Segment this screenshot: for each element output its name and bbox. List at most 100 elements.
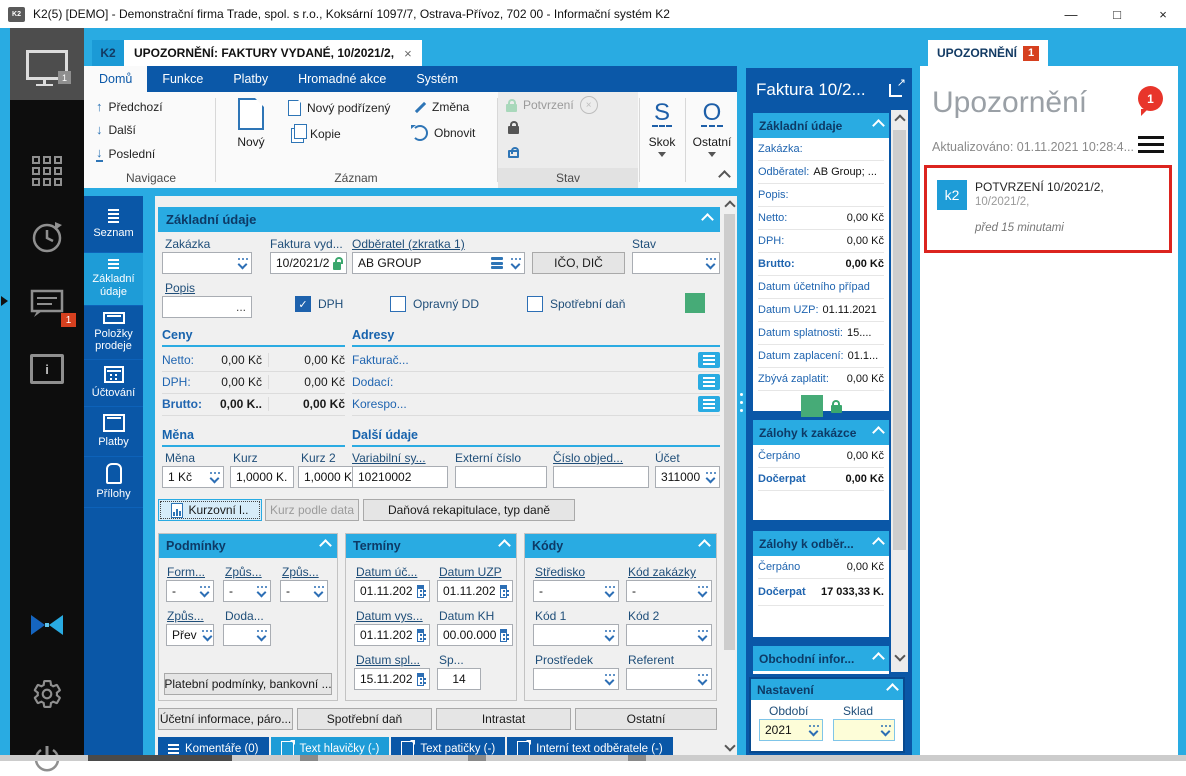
tab-text-paticky[interactable]: Text patičky (-) — [391, 737, 506, 755]
sidebar-item-k2-logo[interactable] — [10, 613, 84, 637]
tab-interni-text[interactable]: Interní text odběratele (-) — [507, 737, 673, 755]
prostredek-combo[interactable] — [533, 668, 619, 690]
combo-arrow-icon[interactable] — [704, 258, 716, 270]
combo-arrow-icon[interactable] — [696, 674, 708, 686]
dodani-combo[interactable] — [223, 624, 271, 646]
calendar-icon[interactable] — [416, 584, 424, 598]
nav-item-zakladni-udaje[interactable]: Základní údaje — [84, 253, 143, 306]
kod-zakazky-combo[interactable]: - — [626, 580, 712, 602]
notifications-menu-icon[interactable] — [1138, 136, 1164, 153]
ico-dic-button[interactable]: IČO, DIČ — [532, 252, 625, 274]
preview-card-header[interactable]: Obchodní infor... — [753, 646, 889, 671]
nav-item-prilohy[interactable]: Přílohy — [84, 457, 143, 508]
platebni-podminky-button[interactable]: Platební podmínky, bankovní ... — [164, 673, 332, 695]
preview-card-header[interactable]: Zálohy k odběr... — [753, 531, 889, 556]
copy-button[interactable]: Kopie — [288, 124, 341, 143]
sidebar-item-settings[interactable] — [10, 678, 84, 710]
stredisko-combo[interactable]: - — [533, 580, 619, 602]
combo-arrow-icon[interactable] — [236, 258, 248, 270]
ribbon-tab-hromadne-akce[interactable]: Hromadné akce — [298, 72, 387, 86]
kody-header[interactable]: Kódy — [525, 534, 716, 558]
combo-arrow-icon[interactable] — [201, 630, 213, 642]
lock-record-button[interactable] — [508, 120, 519, 137]
sidebar-item-modules[interactable] — [10, 156, 84, 186]
ribbon-tab-domu[interactable]: Domů — [84, 66, 148, 92]
address-menu-button[interactable] — [698, 396, 720, 412]
ucetni-informace-button[interactable]: Účetní informace, páro... — [158, 708, 293, 730]
zpusob-combo[interactable]: - — [223, 580, 271, 602]
address-menu-button[interactable] — [698, 374, 720, 390]
other-menu-button[interactable]: O Ostatní — [686, 92, 738, 188]
mena-combo[interactable]: 1 Kč — [162, 466, 224, 488]
variabilni-field[interactable]: 10210002 — [352, 466, 448, 488]
combo-arrow-icon[interactable] — [509, 258, 521, 270]
nav-item-seznam[interactable]: Seznam — [84, 196, 143, 253]
nav-item-polozky-prodeje[interactable]: Položky prodeje — [84, 306, 143, 360]
spotrebni-dan-button[interactable]: Spotřební daň — [297, 708, 432, 730]
obdobi-combo[interactable]: 2021 — [759, 719, 823, 741]
kod1-combo[interactable] — [533, 624, 619, 646]
zakazka-combo[interactable] — [162, 252, 252, 274]
refresh-button[interactable]: Obnovit — [411, 125, 475, 141]
tab-text-hlavicky[interactable]: Text hlavičky (-) — [270, 737, 390, 755]
collapse-section-icon[interactable] — [701, 213, 714, 226]
unlock-record-button[interactable] — [508, 144, 519, 161]
combo-arrow-icon[interactable] — [603, 586, 615, 598]
opravny-dd-checkbox[interactable]: Opravný DD — [390, 296, 479, 312]
section-header-zakladni-udaje[interactable]: Základní údaje — [158, 207, 720, 232]
external-link-icon[interactable] — [889, 76, 906, 97]
combo-arrow-icon[interactable] — [255, 586, 267, 598]
cislo-objed-field[interactable] — [553, 466, 649, 488]
sidebar-item-messages[interactable]: 1 — [10, 288, 84, 327]
popis-field[interactable]: ... — [162, 296, 252, 318]
kurz2-field[interactable]: 1,0000 K. — [298, 466, 362, 488]
combo-arrow-icon[interactable] — [603, 674, 615, 686]
kod2-combo[interactable] — [626, 624, 712, 646]
calendar-icon[interactable] — [416, 628, 424, 642]
close-button[interactable]: × — [1159, 6, 1167, 22]
next-button[interactable]: ↓ Další — [96, 122, 136, 137]
podminky-header[interactable]: Podmínky — [159, 534, 337, 558]
externi-cislo-field[interactable] — [455, 466, 547, 488]
terminy-header[interactable]: Termíny — [346, 534, 516, 558]
collapse-section-icon[interactable] — [498, 539, 511, 552]
preview-card-header[interactable]: Základní údaje — [753, 113, 889, 138]
stav-combo[interactable] — [632, 252, 720, 274]
nastaveni-header[interactable]: Nastavení — [751, 679, 903, 700]
combo-arrow-icon[interactable] — [696, 630, 708, 642]
nav-item-uctovani[interactable]: Účtování — [84, 360, 143, 407]
combo-arrow-icon[interactable] — [879, 725, 891, 737]
collapse-section-icon[interactable] — [698, 539, 711, 552]
maximize-button[interactable]: □ — [1113, 6, 1121, 22]
combo-arrow-icon[interactable] — [312, 586, 324, 598]
odberatel-combo[interactable]: AB GROUP — [352, 252, 525, 274]
calendar-icon[interactable] — [500, 628, 507, 642]
tab-document[interactable]: UPOZORNĚNÍ: FAKTURY VYDANÉ, 10/2021/2, × — [124, 40, 422, 66]
intrastat-button[interactable]: Intrastat — [436, 708, 571, 730]
ribbon-tab-platby[interactable]: Platby — [233, 72, 269, 86]
collapse-section-icon[interactable] — [872, 425, 885, 439]
preview-scrollbar-thumb[interactable] — [893, 130, 906, 550]
tab-k2-home[interactable]: K2 — [92, 40, 124, 66]
tab-notifications[interactable]: UPOZORNĚNÍ 1 — [928, 40, 1049, 66]
combo-arrow-icon[interactable] — [807, 725, 819, 737]
combo-arrow-icon[interactable] — [603, 630, 615, 642]
collapse-section-icon[interactable] — [319, 539, 332, 552]
scroll-up-icon[interactable] — [723, 200, 736, 212]
calendar-icon[interactable] — [416, 672, 424, 686]
sidebar-item-info[interactable]: i — [10, 354, 84, 384]
tab-komentare[interactable]: Komentáře (0) — [158, 737, 269, 755]
sidebar-item-history[interactable] — [10, 218, 84, 256]
ribbon-tab-system[interactable]: Systém — [416, 72, 459, 86]
sklad-combo[interactable] — [833, 719, 895, 741]
collapse-section-icon[interactable] — [872, 651, 885, 665]
form-scrollbar-thumb[interactable] — [724, 214, 735, 650]
calendar-icon[interactable] — [499, 584, 507, 598]
change-button[interactable]: Změna — [412, 100, 469, 114]
kurz-field[interactable]: 1,0000 K. — [230, 466, 294, 488]
minimize-button[interactable]: — — [1064, 6, 1078, 22]
address-menu-button[interactable] — [698, 352, 720, 368]
new-subordinate-button[interactable]: Nový podřízený — [288, 99, 390, 116]
previous-button[interactable]: ↑ Předchozí — [96, 99, 163, 114]
datum-kh-field[interactable]: 00.00.000 — [437, 624, 513, 646]
